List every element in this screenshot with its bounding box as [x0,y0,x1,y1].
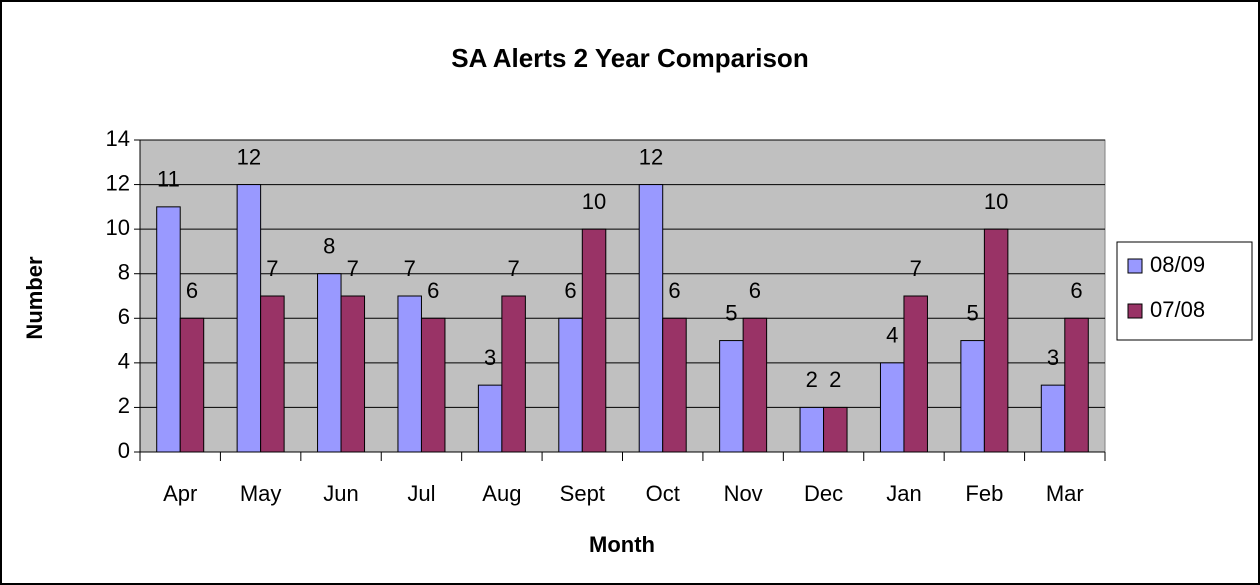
y-tick-label: 6 [118,304,130,329]
bar [260,295,285,453]
legend-swatch [1127,258,1143,274]
data-label: 6 [749,278,761,303]
legend-label: 08/09 [1150,252,1205,277]
data-label: 2 [806,367,818,392]
bar [719,340,744,453]
bar [558,317,583,453]
bar [903,295,928,453]
y-tick-label: 10 [106,215,130,240]
y-tick-label: 2 [118,393,130,418]
y-tick-label: 0 [118,438,130,463]
bar [317,273,342,453]
y-tick-label: 12 [106,170,130,195]
x-tick-label: Feb [965,481,1003,506]
y-tick-label: 4 [118,349,130,374]
bar [156,206,181,453]
x-tick-label: Dec [804,481,843,506]
y-tick-label: 8 [118,260,130,285]
data-label: 11 [157,167,180,192]
data-label: 3 [1047,345,1059,370]
bar [581,228,607,453]
y-axis-label: Number [22,256,47,340]
bar [501,295,526,453]
legend-label: 07/08 [1150,297,1205,322]
legend-swatch [1127,303,1143,319]
bar [960,340,985,453]
bar [823,406,848,453]
x-tick-label: Nov [724,481,763,506]
bar [1064,317,1089,453]
data-label: 2 [829,367,841,392]
data-label: 5 [725,300,737,325]
data-label: 7 [404,256,416,281]
bar [742,317,768,453]
data-label: 8 [323,234,335,259]
data-label: 6 [564,278,576,303]
bar [236,184,262,453]
bar [983,228,1009,453]
data-label: 7 [508,256,520,281]
data-label: 6 [668,278,680,303]
data-label: 7 [910,256,922,281]
x-tick-label: Aug [482,481,521,506]
data-label: 10 [582,189,606,214]
chart-title: SA Alerts 2 Year Comparison [451,43,808,73]
x-tick-label: Jun [323,481,358,506]
bar [420,317,446,453]
bar [799,406,825,453]
x-axis-label: Month [589,532,655,557]
data-label: 6 [186,278,198,303]
data-label: 6 [1070,278,1082,303]
bar [662,317,687,453]
bar [340,295,366,453]
x-tick-label: Sept [560,481,605,506]
data-label: 12 [237,144,261,169]
data-label: 6 [427,278,439,303]
data-label: 7 [266,256,278,281]
data-label: 10 [984,189,1008,214]
bar [638,184,664,453]
y-tick-label: 14 [106,126,130,151]
data-label: 7 [347,256,359,281]
data-label: 5 [967,300,979,325]
legend [1116,241,1253,341]
x-tick-label: Jan [886,481,921,506]
x-tick-label: May [240,481,282,506]
data-label: 12 [639,144,663,169]
bar [1040,384,1066,453]
data-label: 3 [484,345,496,370]
bar [879,362,905,453]
x-tick-label: Jul [407,481,435,506]
x-tick-label: Oct [646,481,680,506]
data-label: 4 [886,323,898,348]
x-tick-label: Mar [1046,481,1084,506]
bar [477,384,503,453]
x-tick-label: Apr [163,481,197,506]
bar [179,317,205,453]
bar [397,295,422,453]
plot-area [139,139,1106,453]
